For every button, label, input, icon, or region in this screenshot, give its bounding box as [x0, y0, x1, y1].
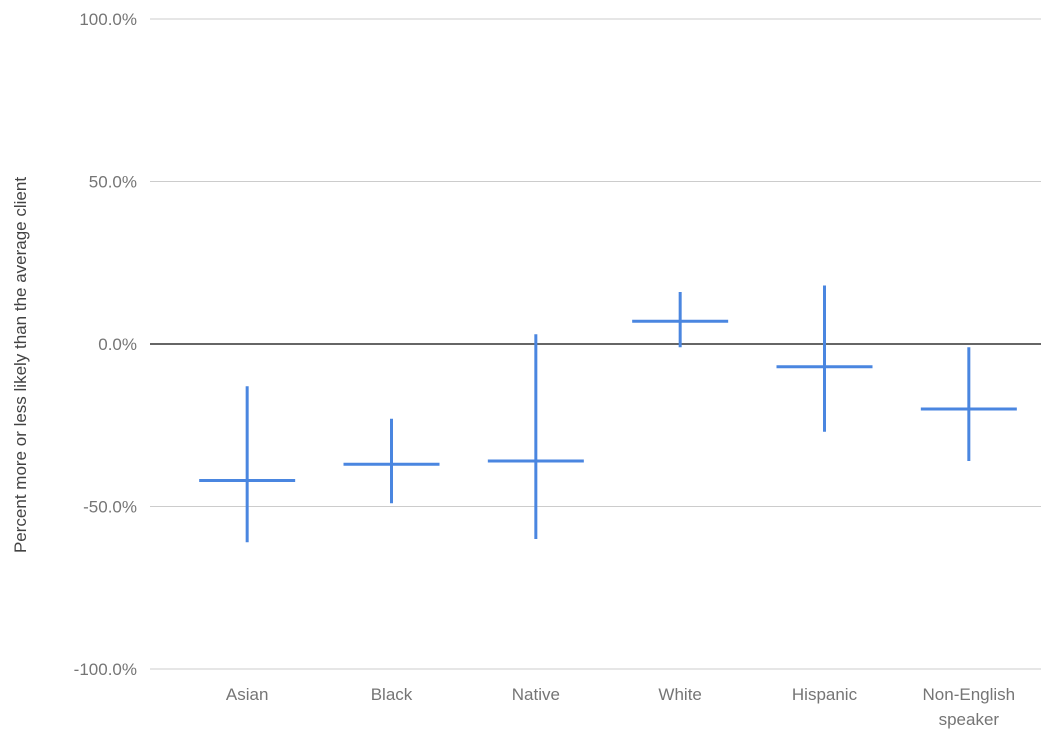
x-axis-ticks: Asian Black Native White Hispanic Non-English…	[226, 685, 1015, 729]
y-tick-label: 50.0%	[89, 173, 137, 192]
gridlines	[150, 18, 1041, 670]
y-axis-title: Percent more or less likely than the ave…	[11, 177, 30, 553]
x-tick-label: Asian	[226, 685, 269, 704]
x-tick-label: Native	[512, 685, 560, 704]
x-tick-label: Black	[371, 685, 413, 704]
y-tick-label: -50.0%	[83, 498, 137, 517]
x-tick-label: White	[658, 685, 701, 704]
x-tick-label: Non-English speaker	[923, 685, 1016, 729]
error-bar-marks	[199, 285, 1017, 543]
y-tick-label: 100.0%	[79, 10, 137, 29]
x-tick-label: Hispanic	[792, 685, 858, 704]
y-tick-label: 0.0%	[98, 335, 137, 354]
y-axis-ticks: 100.0% 50.0% 0.0% -50.0% -100.0%	[74, 10, 137, 679]
y-tick-label: -100.0%	[74, 660, 137, 679]
